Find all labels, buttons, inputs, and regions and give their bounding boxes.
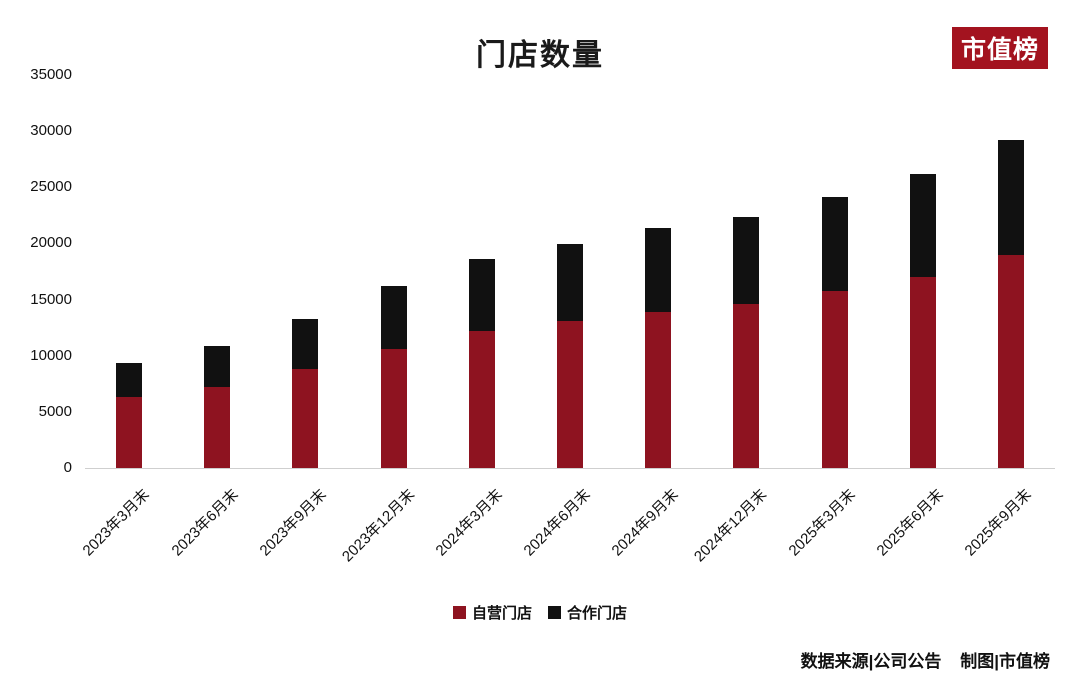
- bar-segment-self-9: [909, 277, 936, 468]
- bar-segment-partner-3: [380, 285, 407, 349]
- y-axis-label: 15000: [30, 290, 72, 308]
- x-axis-line: [85, 468, 1055, 469]
- x-axis-label: 2025年9月末: [961, 486, 1036, 560]
- bar-segment-partner-5: [557, 243, 583, 322]
- bar-segment-self-7: [733, 304, 760, 468]
- bar-segment-partner-4: [468, 259, 495, 332]
- source-credit: 数据来源|公司公告 制图|市值榜: [800, 652, 1050, 671]
- y-axis-label: 35000: [30, 66, 72, 83]
- legend-item-self: 自营门店: [452, 602, 532, 623]
- bar-segment-partner-9: [909, 173, 936, 278]
- plot-area: [85, 75, 1055, 468]
- legend-item-partner: 合作门店: [548, 602, 627, 623]
- brand-logo: 市值榜: [951, 27, 1048, 69]
- bar-segment-partner-0: [116, 363, 143, 398]
- x-axis-label: 2023年6月末: [168, 486, 242, 560]
- x-axis-label: 2024年3月末: [432, 486, 506, 560]
- x-axis-label: 2025年3月末: [785, 486, 859, 560]
- bar-segment-partner-10: [997, 139, 1024, 255]
- chart-legend: 自营门店 合作门店: [0, 602, 1080, 623]
- x-axis: 2023年3月末 2023年6月末 2023年9月末 2023年12月末 2024年3月…: [80, 476, 1055, 596]
- x-axis-label: 2023年12月末: [338, 486, 418, 566]
- y-axis-label: 20000: [30, 234, 72, 252]
- legend-swatch-icon: [452, 606, 466, 619]
- bar-segment-partner-2: [292, 318, 319, 370]
- bar-segment-self-6: [645, 311, 672, 468]
- bar-segment-self-1: [204, 387, 231, 468]
- bar-segment-self-0: [116, 397, 143, 468]
- bar-segment-self-4: [468, 331, 495, 468]
- y-axis-label: 5000: [38, 402, 72, 420]
- legend-swatch-icon: [548, 606, 561, 619]
- y-axis-label: 25000: [30, 178, 72, 196]
- y-axis-label: 30000: [30, 122, 72, 140]
- bar-segment-self-10: [997, 254, 1024, 468]
- bar-segment-partner-1: [204, 346, 231, 388]
- bar-segment-partner-7: [733, 217, 760, 305]
- chart-title: 门店数量: [476, 39, 604, 72]
- bar-segment-partner-6: [645, 228, 672, 312]
- bar-segment-self-8: [821, 291, 848, 468]
- x-axis-label: 2024年12月末: [691, 486, 771, 566]
- bar-segment-partner-8: [821, 197, 848, 292]
- x-axis-label: 2024年9月末: [608, 486, 683, 560]
- legend-label: 自营门店: [471, 605, 532, 622]
- bar-segment-self-3: [380, 349, 407, 468]
- x-axis-label: 2023年9月末: [256, 486, 330, 560]
- x-axis-label: 2023年3月末: [79, 486, 154, 560]
- x-axis-label: 2025年6月末: [873, 486, 947, 560]
- x-axis-label: 2024年6月末: [520, 486, 595, 560]
- y-axis-label: 10000: [30, 346, 72, 364]
- y-axis-label: 0: [63, 459, 72, 476]
- bar-segment-self-2: [292, 369, 319, 468]
- legend-label: 合作门店: [567, 605, 628, 622]
- bar-segment-self-5: [557, 321, 583, 468]
